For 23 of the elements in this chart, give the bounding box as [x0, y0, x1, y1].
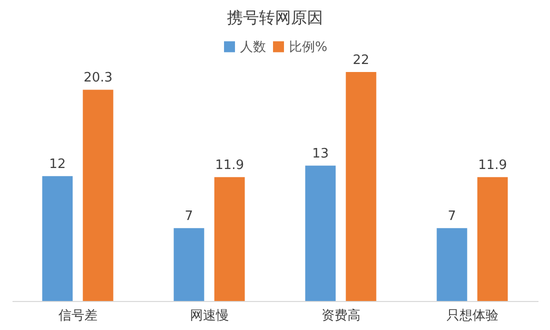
bar — [436, 228, 468, 301]
legend-label: 比例% — [289, 40, 328, 55]
bar — [42, 176, 73, 301]
data-label: 22 — [352, 53, 370, 68]
data-label: 20.3 — [84, 70, 113, 86]
bar — [346, 72, 376, 301]
data-label: 12 — [49, 157, 66, 172]
data-label: 13 — [312, 146, 329, 162]
data-label: 7 — [448, 209, 456, 224]
bar — [214, 177, 245, 301]
legend-label: 人数 — [240, 40, 266, 55]
bar — [82, 90, 114, 301]
x-tick-label: 只想体验 — [446, 308, 498, 324]
data-label: 11.9 — [215, 158, 244, 174]
x-tick-label: 信号差 — [58, 308, 98, 324]
chart-title: 携号转网原因 — [227, 8, 323, 27]
bar — [174, 228, 204, 301]
bar — [477, 177, 508, 301]
data-label: 7 — [184, 209, 194, 224]
data-label: 11.9 — [478, 158, 508, 174]
x-tick-label: 资费高 — [321, 308, 360, 324]
bar — [305, 166, 336, 301]
x-tick-label: 网速慢 — [190, 308, 229, 324]
